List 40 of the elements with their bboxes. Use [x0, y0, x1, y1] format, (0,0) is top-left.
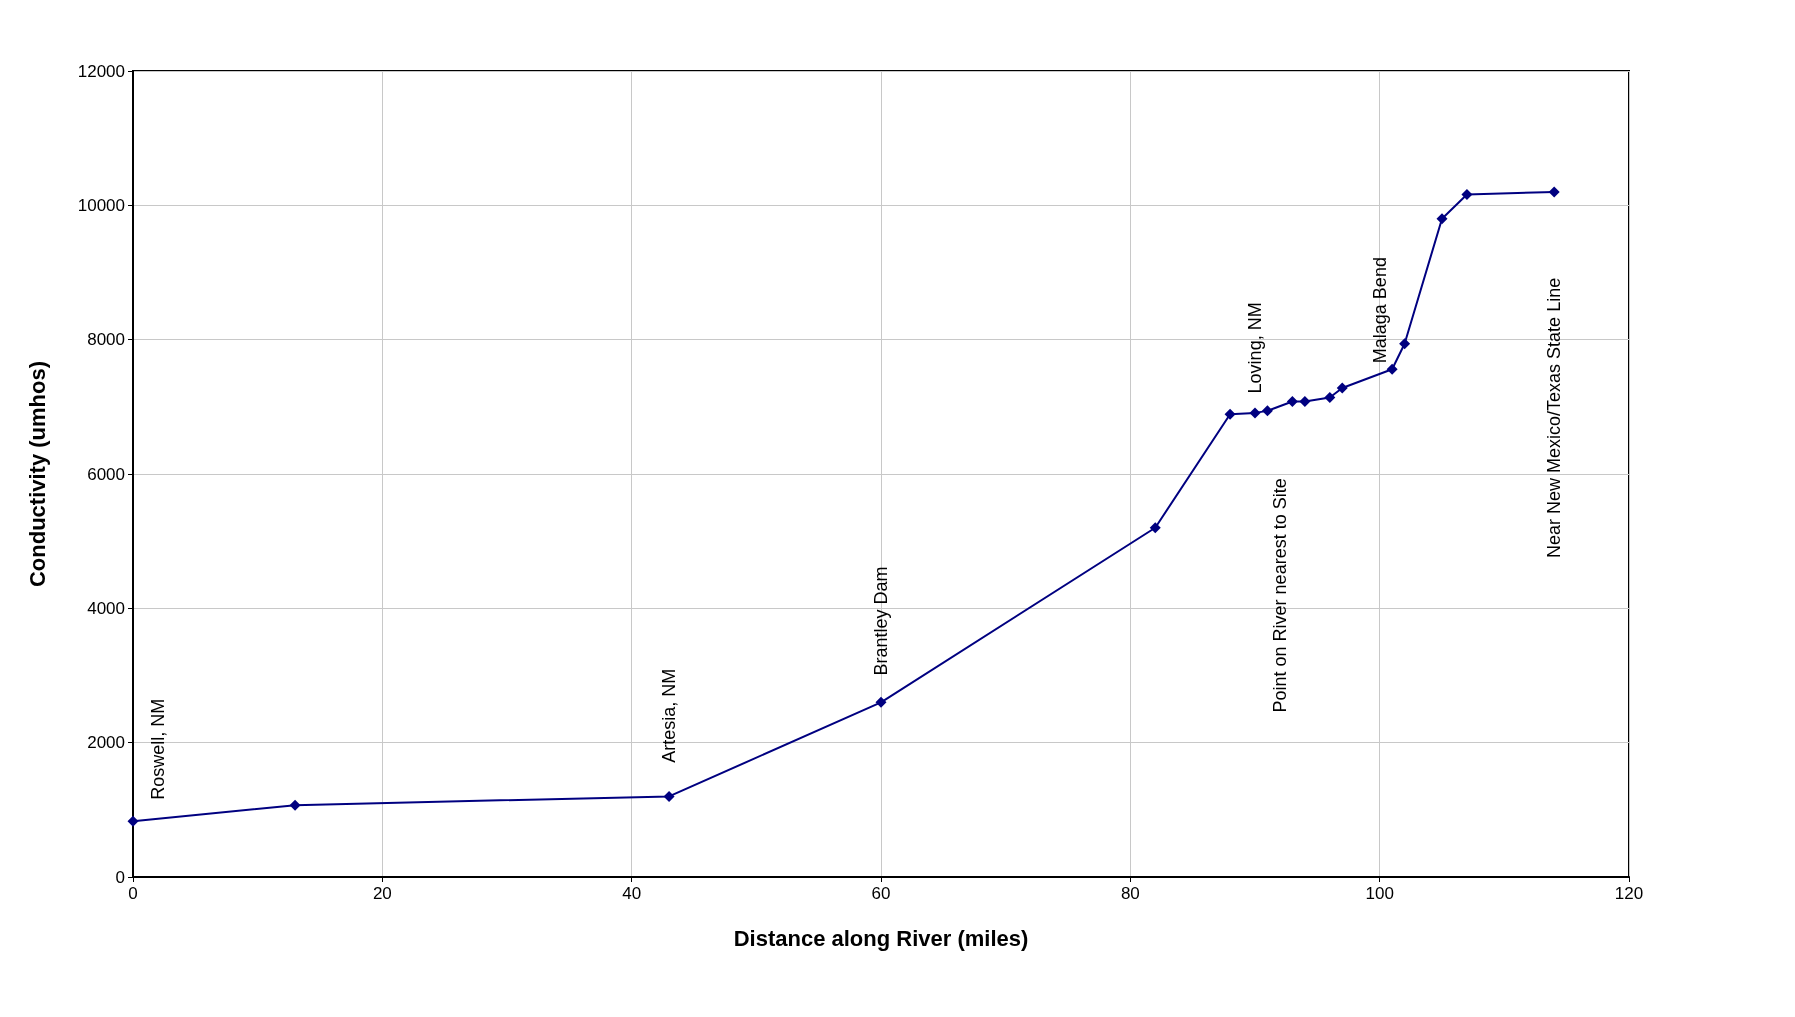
- y-tick-label: 4000: [87, 598, 125, 618]
- point: [1399, 338, 1411, 350]
- point: [875, 696, 887, 708]
- point: [1261, 405, 1273, 417]
- point: [1461, 189, 1473, 201]
- point: [1548, 186, 1560, 198]
- point: [1336, 382, 1348, 394]
- y-tick-label: 6000: [87, 464, 125, 484]
- x-tick-label: 60: [871, 884, 891, 903]
- x-tick-label: 80: [1120, 884, 1140, 903]
- annotation: Near New Mexico/Texas State Line: [1544, 277, 1565, 558]
- x-tick-label: 0: [128, 884, 138, 903]
- point: [1436, 213, 1448, 225]
- y-tick-label: 2000: [87, 733, 125, 753]
- y-tick-label: 0: [115, 867, 125, 887]
- annotation: Point on River nearest to Site: [1269, 478, 1290, 713]
- annotation: Roswell, NM: [147, 698, 168, 800]
- point: [1299, 395, 1311, 407]
- point: [1324, 391, 1336, 403]
- y-tick-label: 8000: [87, 330, 125, 350]
- x-tick-label: 100: [1365, 884, 1394, 903]
- y-tick-label: 12000: [77, 61, 125, 81]
- point: [663, 790, 675, 802]
- point: [1286, 395, 1298, 407]
- x-axis-title: Distance along River (miles): [733, 925, 1029, 951]
- x-tick-label: 20: [372, 884, 392, 903]
- annotation: Artesia, NM: [659, 668, 680, 763]
- x-tick-label: 120: [1614, 884, 1644, 903]
- annotation: Brantley Dam: [871, 566, 891, 676]
- point: [1224, 408, 1236, 420]
- annotation: Malaga Bend: [1369, 257, 1390, 364]
- point: [1249, 407, 1261, 419]
- y-axis-title: Conductivity (umhos): [24, 360, 50, 588]
- point: [1386, 363, 1398, 375]
- point: [289, 799, 301, 811]
- y-tick-label: 10000: [77, 195, 125, 215]
- point: [127, 815, 139, 827]
- point: [1149, 522, 1161, 534]
- x-tick-label: 40: [622, 884, 642, 903]
- annotation: Loving, NM: [1245, 302, 1265, 394]
